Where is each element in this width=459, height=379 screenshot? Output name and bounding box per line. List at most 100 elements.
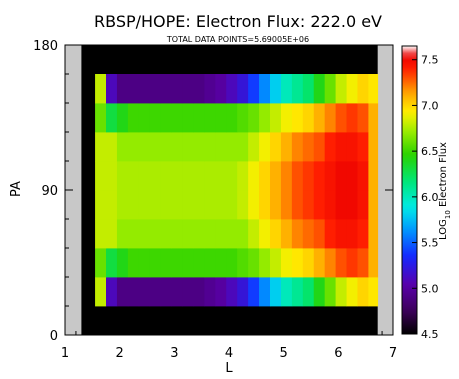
heatmap-cell [302,219,315,249]
heatmap-cell [149,132,162,162]
heatmap-cell [302,248,315,278]
x-tick-label: 7 [389,346,397,361]
heatmap-cell [368,190,379,220]
heatmap-cell [291,132,304,162]
heatmap-cell [324,103,336,133]
heatmap-cell [215,132,227,162]
heatmap-cell [116,277,129,307]
heatmap-cell [106,190,118,220]
heatmap-cell [324,132,336,162]
heatmap-cell [248,161,260,191]
heatmap-cell [302,132,315,162]
heatmap-cell [215,248,227,278]
heatmap-cell [280,103,293,133]
heatmap-cell [149,103,162,133]
heatmap-cell [171,74,183,104]
heatmap-cell [324,277,336,307]
heatmap-cell [313,248,326,278]
heatmap-cell [368,277,379,307]
heatmap-cell [95,161,107,191]
heatmap-cell [357,219,369,249]
colorbar: 4.5 5.0 5.5 6.0 6.5 7.0 7.5 [401,45,439,341]
heatmap-cell [313,190,326,220]
heatmap-cell [160,74,172,104]
heatmap-cell [127,248,140,278]
heatmap-cell [171,190,183,220]
heatmap-cell [116,161,129,191]
heatmap-cell [204,248,216,278]
heatmap-cell [280,161,293,191]
heatmap-cell [248,277,260,307]
heatmap-cell [127,103,140,133]
heatmap-cell [237,103,249,133]
heatmap-cell [259,161,271,191]
colorbar-label: LOG10 Electron Flux [438,142,452,240]
heatmap-cell [127,277,140,307]
heatmap-cell [182,74,194,104]
heatmap-cell [127,219,140,249]
heatmap-cell [171,103,183,133]
y-tick-label: 90 [41,184,58,199]
colorbar-gradient [401,45,418,335]
heatmap-cell [313,277,326,307]
heatmap-cell [226,161,238,191]
heatmap-cell [357,248,369,278]
heatmap-cell [291,161,304,191]
heatmap-cell [270,190,282,220]
heatmap-cell [204,132,216,162]
heatmap-cell [270,103,282,133]
heatmap-cell [346,103,358,133]
heatmap-cell [226,219,238,249]
chart-title: RBSP/HOPE: Electron Flux: 222.0 eV [94,12,382,31]
heatmap-cell [160,190,172,220]
heatmap-cell [160,132,172,162]
heatmap-cell [127,132,140,162]
x-axis-label: L [225,361,233,376]
heatmap-cell [357,277,369,307]
heatmap-cell [368,248,379,278]
heatmap-cell [248,132,260,162]
heatmap-cell [106,161,118,191]
heatmap-cell [302,74,315,104]
heatmap-cell [346,74,358,104]
heatmap-cell [259,132,271,162]
heatmap-cell [204,219,216,249]
heatmap-cell [368,103,379,133]
heatmap-cell [280,132,293,162]
heatmap-cell [215,103,227,133]
heatmap-cell [95,132,107,162]
heatmap-cell [160,277,172,307]
heatmap-cell [291,277,304,307]
heatmap-cell [182,248,194,278]
heatmap-cell [291,219,304,249]
heatmap-cell [237,277,249,307]
heatmap-cell [106,248,118,278]
colorbar-tick-label: 7.5 [421,54,439,67]
heatmap-cell [237,190,249,220]
heatmap-cell [357,132,369,162]
heatmap-cell [204,103,216,133]
y-tick-label: 0 [50,329,58,344]
heatmap-cell [204,74,216,104]
y-axis: 0 90 180 [33,39,393,344]
heatmap-cell [280,190,293,220]
heatmap-cell [248,248,260,278]
heatmap-cell [313,132,326,162]
heatmap-cell [95,190,107,220]
heatmap-cell [270,132,282,162]
heatmap-cell [95,277,107,307]
heatmap-cell [127,190,140,220]
heatmap-cell [248,103,260,133]
heatmap-cell [357,190,369,220]
heatmap-cell [95,248,107,278]
heatmap-cell [368,74,379,104]
heatmap-cell [335,277,347,307]
colorbar-tick-label: 6.0 [421,191,439,204]
heatmap-cell [138,161,151,191]
heatmap-cell [335,74,347,104]
heatmap-cell [335,161,347,191]
heatmap-cell [116,219,129,249]
y-tick-label: 180 [33,39,58,54]
plot-area [64,44,394,336]
